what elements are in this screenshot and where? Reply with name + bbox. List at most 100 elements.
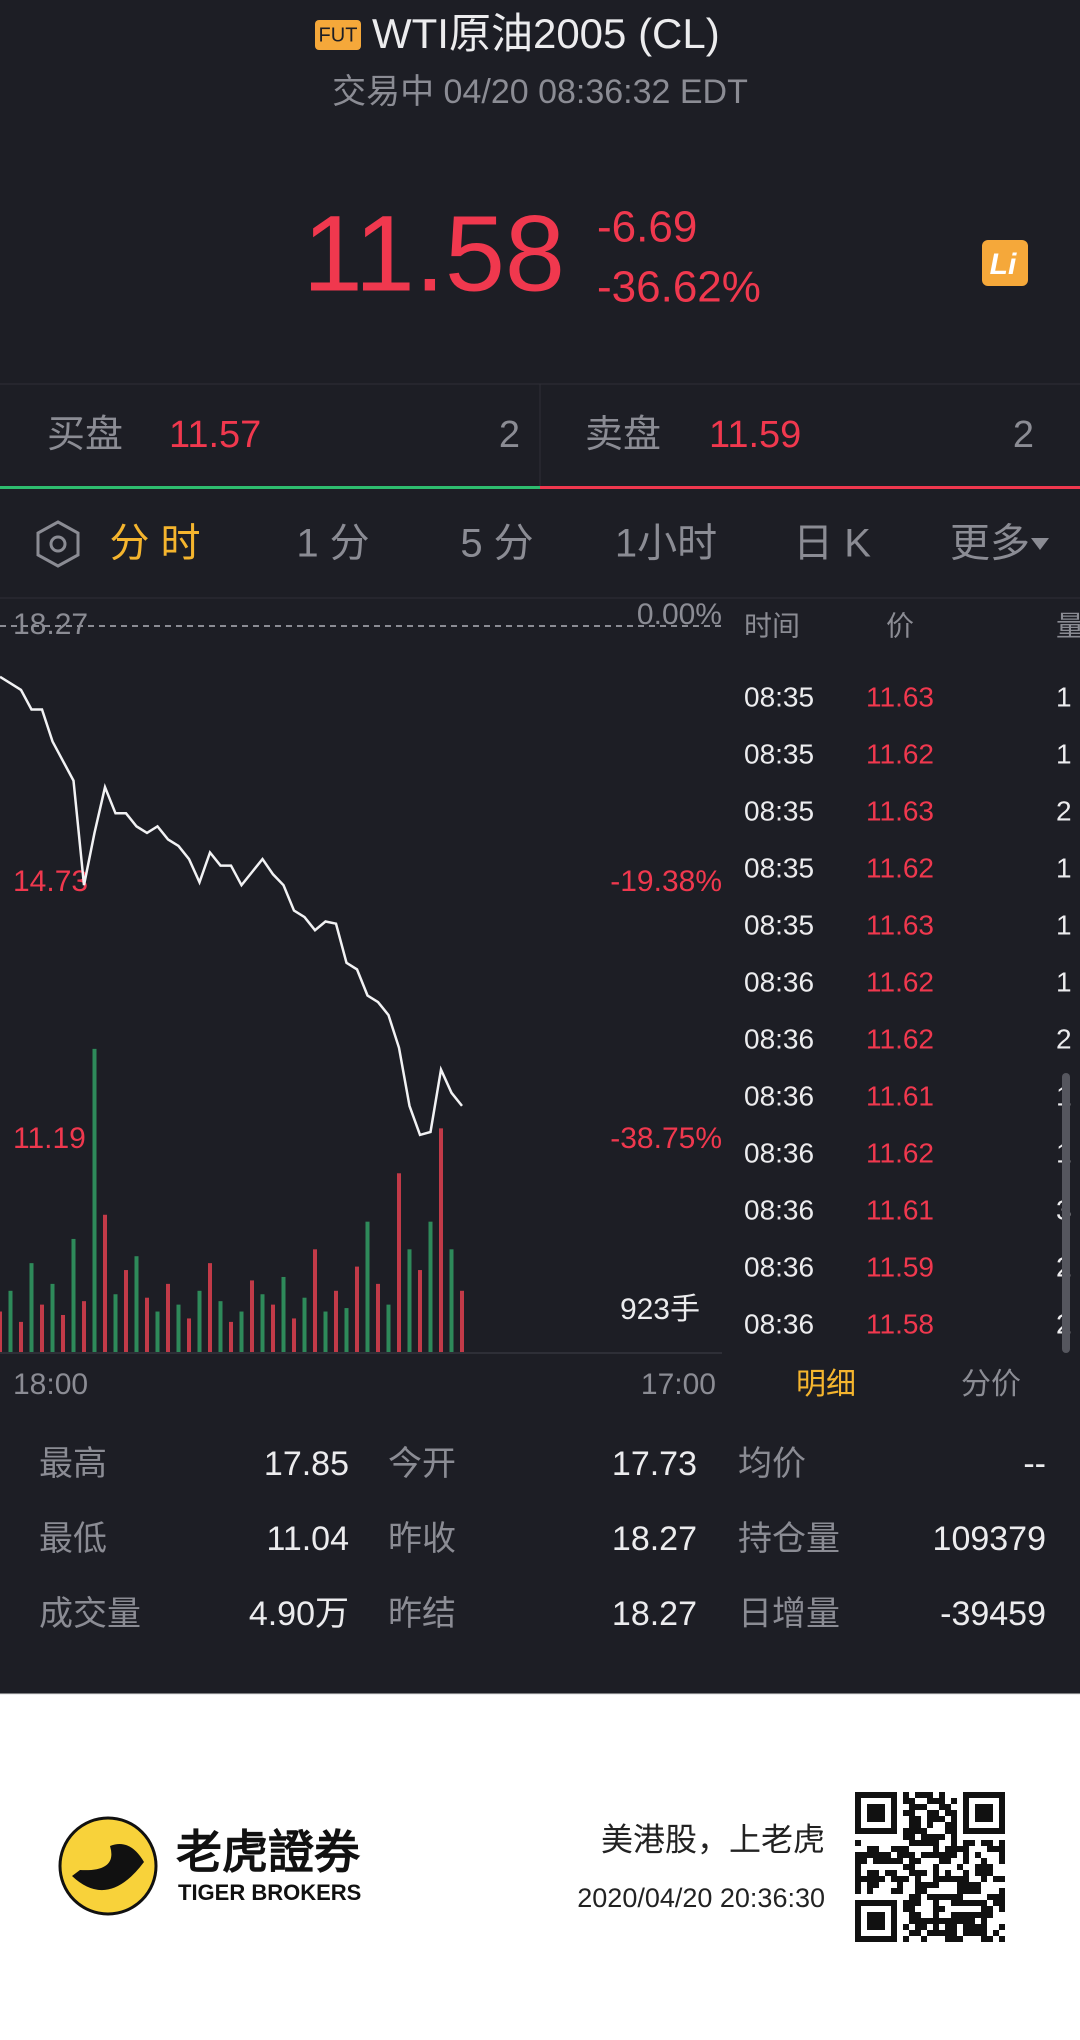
qr-cell [987,1936,993,1942]
dropdown-arrow [1031,538,1049,550]
qr-cell [969,1912,975,1918]
qr-cell [921,1936,927,1942]
qr-cell [855,1864,861,1870]
qr-cell [963,1918,969,1924]
title: WTI原油2005 (CL) [372,10,720,57]
qr-cell [957,1846,963,1852]
qr-cell [957,1882,963,1888]
qr-cell [945,1858,951,1864]
qr-cell [987,1906,993,1912]
qr-cell [927,1852,933,1858]
table-cell: 08:35 [744,795,814,826]
qr-cell [963,1876,969,1882]
qr-cell [957,1864,963,1870]
qr-cell [909,1834,915,1840]
qr-cell [915,1792,921,1798]
qr-cell [927,1816,933,1822]
stat-label: 持仓量 [738,1520,840,1558]
qr-cell [897,1846,903,1852]
volume-bar [418,1270,422,1353]
table-tab[interactable]: 分价 [961,1368,1021,1401]
tab[interactable]: 1小时 [615,522,717,566]
stat-value: -39459 [940,1595,1046,1633]
volume-bar [208,1263,212,1353]
qr-cell [975,1864,981,1870]
qr-cell [867,1876,873,1882]
qr-cell [927,1792,933,1798]
qr-cell [963,1870,969,1876]
stat-label: 今开 [388,1445,456,1483]
logo-mark [72,1844,144,1891]
slogan: 美港股，上老虎 [601,1821,825,1857]
table-tab[interactable]: 明细 [796,1368,856,1401]
qr-cell [915,1882,921,1888]
qr-cell [927,1930,933,1936]
qr-cell [969,1918,975,1924]
tab[interactable]: 1 分 [296,522,369,566]
tab[interactable]: 5 分 [460,522,533,566]
fut-badge: FUT [319,24,358,46]
qr-cell [951,1846,957,1852]
qr-cell [939,1876,945,1882]
volume-bar [113,1294,118,1353]
table-cell: 11.63 [866,795,934,826]
qr-cell [897,1852,903,1858]
qr-cell [951,1852,957,1858]
li-icon[interactable] [982,240,1028,286]
qr-cell [939,1804,945,1810]
volume-bar [229,1321,233,1353]
qr-cell [945,1822,951,1828]
qr-cell [915,1876,921,1882]
qr-cell [879,1876,885,1882]
stat-label: 最高 [39,1445,107,1483]
qr-cell [975,1930,981,1936]
stat-value: -- [1023,1445,1046,1483]
volume-bar [344,1308,349,1353]
qr-cell [879,1852,885,1858]
qr-cell [933,1918,939,1924]
qr-cell [957,1894,963,1900]
settings-icon[interactable] [36,520,80,568]
volume-bar [239,1311,244,1353]
qr-cell [993,1930,999,1936]
qr-cell [945,1930,951,1936]
tab[interactable]: 日 K [793,522,871,566]
qr-finder [963,1792,1005,1834]
qr-cell [909,1810,915,1816]
qr-cell [903,1792,909,1798]
qr-cell [993,1894,999,1900]
table-cell: 11.62 [866,852,934,883]
qr-cell [903,1846,909,1852]
qr-cell [981,1870,987,1876]
stat-value: 109379 [933,1520,1046,1558]
x-tick-label: 18:00 [13,1368,88,1401]
qr-cell [933,1852,939,1858]
qr-finder [975,1804,993,1822]
qr-cell [981,1864,987,1870]
qr-cell [915,1894,921,1900]
qr-cell [915,1858,921,1864]
qr-cell [975,1912,981,1918]
qr-cell [957,1912,963,1918]
volume-bar [218,1301,223,1353]
qr-cell [891,1846,897,1852]
qr-cell [855,1858,861,1864]
tab[interactable]: 分 时 [109,522,200,566]
volume-bar [92,1048,97,1353]
qr-cell [867,1852,873,1858]
table-cell: 08:36 [744,1137,814,1168]
qr-cell [969,1888,975,1894]
table-cell: 11.62 [866,966,934,997]
stat-value: 18.27 [612,1595,697,1633]
settings-icon-dot [49,535,67,553]
qr-cell [987,1894,993,1900]
qr-cell [915,1900,921,1906]
qr-cell [939,1894,945,1900]
qr-cell [891,1888,897,1894]
tab[interactable]: 更多 [950,522,1030,566]
ask-label: 卖盘 [585,414,661,456]
qr-cell [855,1876,861,1882]
qr-cell [915,1822,921,1828]
qr-cell [975,1882,981,1888]
qr-cell [975,1924,981,1930]
